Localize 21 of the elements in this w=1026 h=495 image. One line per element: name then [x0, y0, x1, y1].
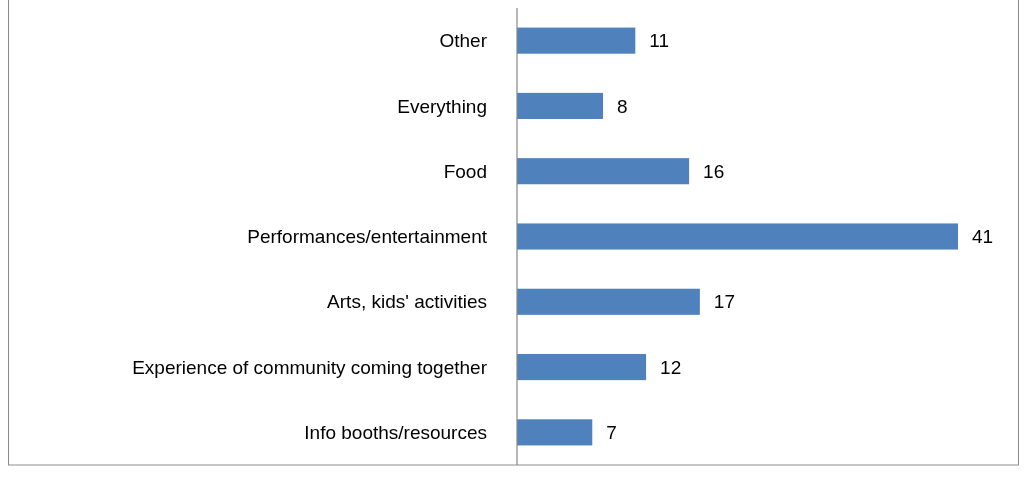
data-label: 12: [660, 356, 682, 378]
y-tick-label: Food: [443, 160, 487, 182]
data-label: 11: [649, 30, 670, 52]
bar: [517, 288, 700, 315]
y-tick-label: Arts, kids' activities: [327, 291, 487, 313]
data-label: 8: [617, 95, 628, 117]
y-tick-label: Performances/entertainment: [247, 226, 488, 248]
data-label: 17: [713, 291, 735, 313]
bar: [517, 419, 593, 446]
y-tick-label: Experience of community coming together: [132, 356, 488, 378]
y-tick-label: Everything: [397, 95, 487, 117]
data-label: 16: [703, 160, 725, 182]
bar: [517, 354, 647, 381]
y-tick-label: Info booths/resources: [304, 422, 487, 444]
y-tick-label: Other: [439, 30, 488, 52]
data-label: 41: [972, 226, 994, 248]
bar: [517, 158, 690, 185]
bar: [517, 223, 958, 250]
bar: [517, 27, 636, 54]
data-label: 7: [606, 422, 617, 444]
bar: [517, 92, 604, 119]
